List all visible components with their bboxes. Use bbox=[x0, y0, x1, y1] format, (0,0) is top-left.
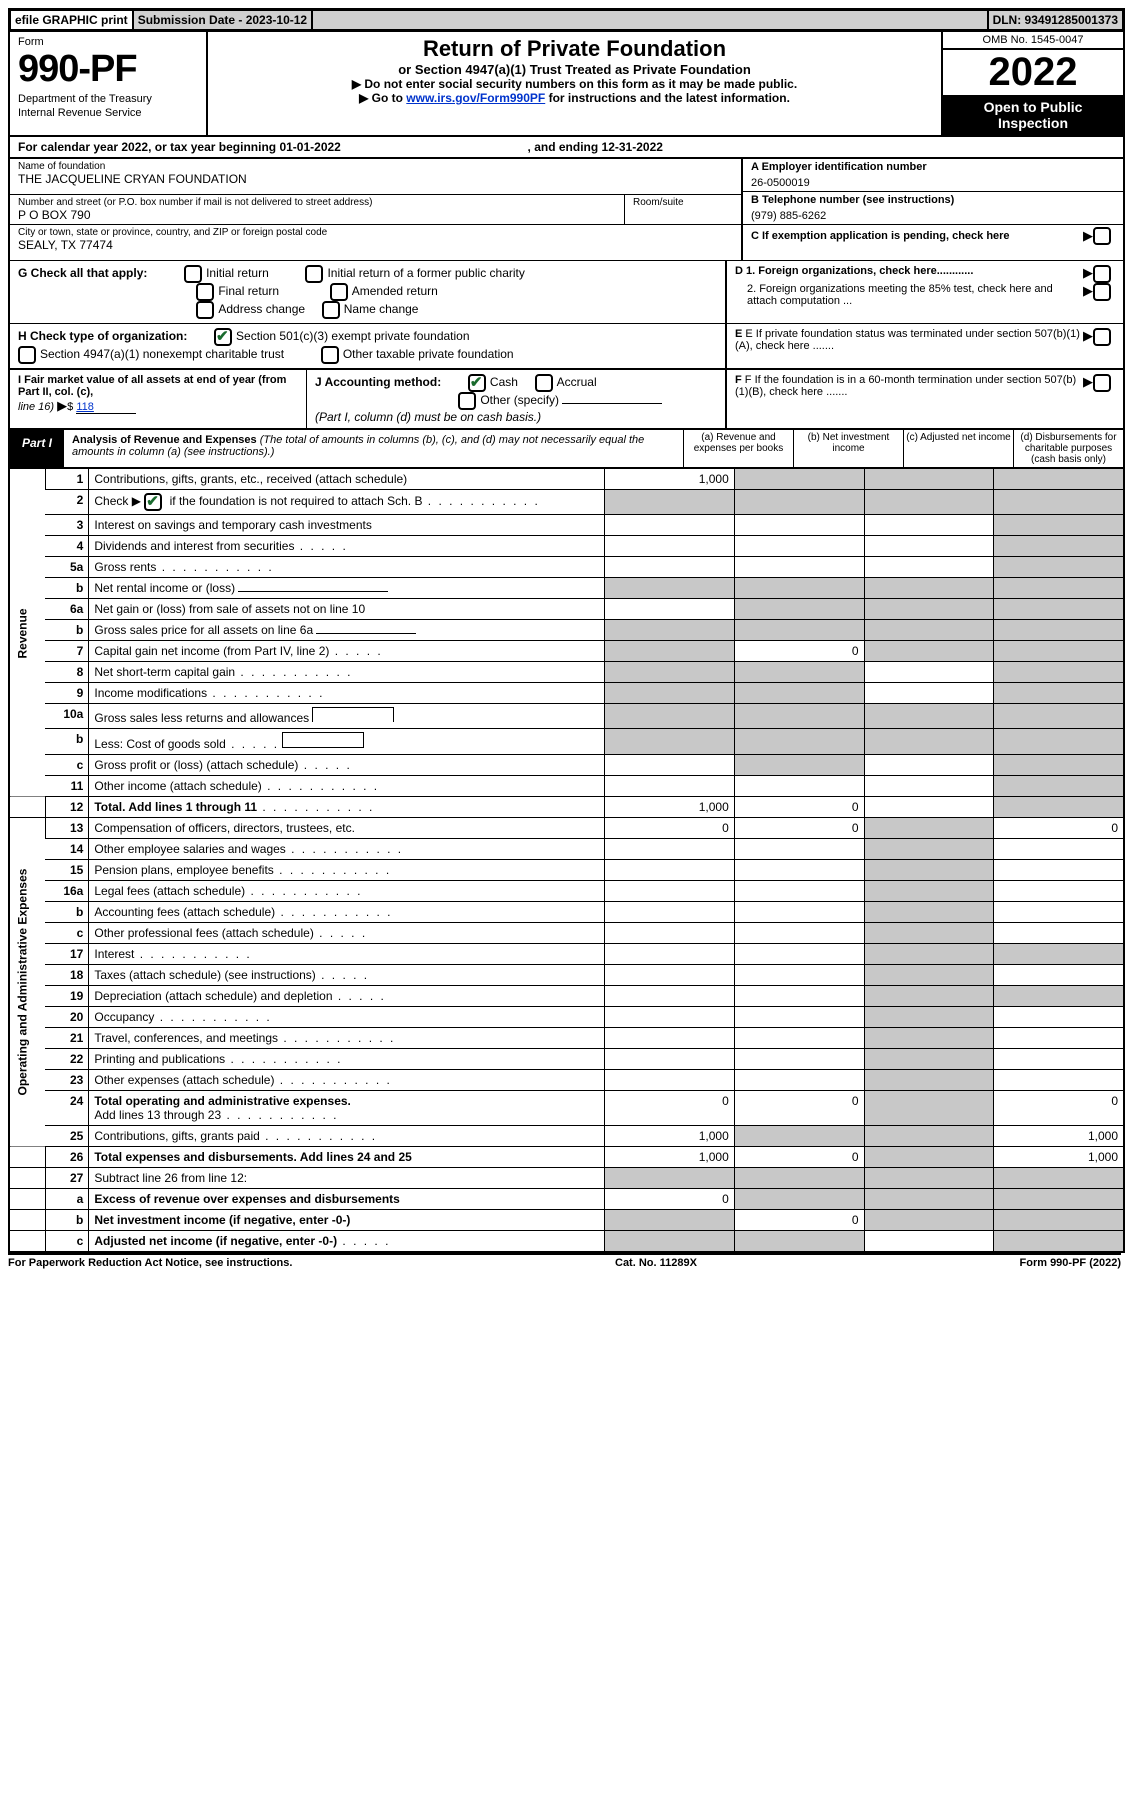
foundation-name: THE JACQUELINE CRYAN FOUNDATION bbox=[18, 172, 733, 186]
note-link-post: for instructions and the latest informat… bbox=[545, 91, 790, 105]
form-container: efile GRAPHIC print Submission Date - 20… bbox=[8, 8, 1125, 1253]
submission-date: Submission Date - 2023-10-12 bbox=[133, 10, 312, 30]
inspection-badge: Open to Public Inspection bbox=[943, 95, 1123, 135]
calendar-year-row: For calendar year 2022, or tax year begi… bbox=[10, 135, 1123, 157]
room-label: Room/suite bbox=[633, 197, 733, 208]
note-link: ▶ Go to www.irs.gov/Form990PF for instru… bbox=[216, 91, 933, 105]
ein-label: A Employer identification number bbox=[751, 161, 1115, 173]
section-i: I Fair market value of all assets at end… bbox=[10, 368, 1123, 428]
omb-number: OMB No. 1545-0047 bbox=[943, 32, 1123, 50]
city: SEALY, TX 77474 bbox=[18, 238, 733, 252]
footer-left: For Paperwork Reduction Act Notice, see … bbox=[8, 1257, 292, 1269]
section-g: G Check all that apply: Initial return I… bbox=[10, 260, 1123, 323]
col-b: (b) Net investment income bbox=[793, 430, 903, 467]
col-d: (d) Disbursements for charitable purpose… bbox=[1013, 430, 1123, 467]
form-title: Return of Private Foundation bbox=[216, 36, 933, 62]
c-checkbox[interactable] bbox=[1093, 227, 1111, 245]
g-label: G Check all that apply: bbox=[18, 266, 147, 280]
cb-e[interactable] bbox=[1093, 328, 1111, 346]
j-label: J Accounting method: bbox=[315, 375, 441, 389]
e-label: E If private foundation status was termi… bbox=[735, 328, 1080, 352]
section-h: H Check type of organization: Section 50… bbox=[10, 323, 1123, 368]
topbar: efile GRAPHIC print Submission Date - 20… bbox=[10, 10, 1123, 30]
header-center: Return of Private Foundation or Section … bbox=[208, 32, 943, 135]
form-subtitle: or Section 4947(a)(1) Trust Treated as P… bbox=[216, 62, 933, 77]
d1-label: D 1. Foreign organizations, check here..… bbox=[735, 265, 973, 277]
part1-title: Analysis of Revenue and Expenses bbox=[72, 434, 257, 446]
j-note: (Part I, column (d) must be on cash basi… bbox=[315, 410, 541, 424]
form-label: Form bbox=[18, 36, 198, 48]
dept-irs: Internal Revenue Service bbox=[18, 107, 198, 119]
cb-initial[interactable] bbox=[184, 265, 202, 283]
cb-other-acct[interactable] bbox=[458, 392, 476, 410]
addr-label: Number and street (or P.O. box number if… bbox=[18, 197, 616, 208]
note-ssn: ▶ Do not enter social security numbers o… bbox=[216, 77, 933, 91]
cb-name[interactable] bbox=[322, 301, 340, 319]
cb-d2[interactable] bbox=[1093, 283, 1111, 301]
addr: P O BOX 790 bbox=[18, 208, 616, 222]
opex-sidelabel: Operating and Administrative Expenses bbox=[10, 818, 45, 1147]
cb-amended[interactable] bbox=[330, 283, 348, 301]
header: Form 990-PF Department of the Treasury I… bbox=[10, 30, 1123, 135]
h-label: H Check type of organization: bbox=[18, 329, 187, 343]
cb-accrual[interactable] bbox=[535, 374, 553, 392]
i-label: I Fair market value of all assets at end… bbox=[18, 374, 286, 398]
cb-501c3[interactable] bbox=[214, 328, 232, 346]
cb-final[interactable] bbox=[196, 283, 214, 301]
cb-schb[interactable] bbox=[144, 493, 162, 511]
irs-link[interactable]: www.irs.gov/Form990PF bbox=[406, 91, 545, 105]
cb-d1[interactable] bbox=[1093, 265, 1111, 283]
c-label: C If exemption application is pending, c… bbox=[751, 230, 1083, 242]
arrow-icon: ▶ bbox=[1083, 228, 1093, 244]
dln: DLN: 93491285001373 bbox=[988, 10, 1123, 30]
opex-table: Operating and Administrative Expenses 13… bbox=[10, 818, 1123, 1251]
phone: (979) 885-6262 bbox=[751, 210, 1115, 222]
dept-treasury: Department of the Treasury bbox=[18, 93, 198, 105]
form-number: 990-PF bbox=[18, 48, 198, 91]
cb-other-tax[interactable] bbox=[321, 346, 339, 364]
f-label: F If the foundation is in a 60-month ter… bbox=[735, 374, 1076, 398]
tax-year: 2022 bbox=[943, 50, 1123, 95]
part1-header: Part I Analysis of Revenue and Expenses … bbox=[10, 428, 1123, 469]
footer-right: Form 990-PF (2022) bbox=[1020, 1257, 1122, 1269]
cb-4947[interactable] bbox=[18, 346, 36, 364]
header-left: Form 990-PF Department of the Treasury I… bbox=[10, 32, 208, 135]
cb-f[interactable] bbox=[1093, 374, 1111, 392]
i-value[interactable]: 118 bbox=[76, 401, 136, 414]
info-grid: Name of foundation THE JACQUELINE CRYAN … bbox=[10, 157, 1123, 260]
part1-label: Part I bbox=[10, 430, 64, 467]
city-label: City or town, state or province, country… bbox=[18, 227, 733, 238]
revenue-table: Revenue 1Contributions, gifts, grants, e… bbox=[10, 469, 1123, 818]
efile-badge: efile GRAPHIC print bbox=[10, 10, 133, 30]
topbar-spacer bbox=[312, 10, 987, 30]
header-right: OMB No. 1545-0047 2022 Open to Public In… bbox=[943, 32, 1123, 135]
footer: For Paperwork Reduction Act Notice, see … bbox=[8, 1253, 1121, 1269]
d2-label: 2. Foreign organizations meeting the 85%… bbox=[735, 283, 1083, 307]
ein: 26-0500019 bbox=[751, 177, 1115, 189]
col-a: (a) Revenue and expenses per books bbox=[683, 430, 793, 467]
revenue-sidelabel: Revenue bbox=[10, 469, 45, 797]
phone-label: B Telephone number (see instructions) bbox=[751, 194, 1115, 206]
cb-initial-former[interactable] bbox=[305, 265, 323, 283]
col-c: (c) Adjusted net income bbox=[903, 430, 1013, 467]
footer-mid: Cat. No. 11289X bbox=[615, 1257, 697, 1269]
cb-address[interactable] bbox=[196, 301, 214, 319]
cb-cash[interactable] bbox=[468, 374, 486, 392]
foundation-name-label: Name of foundation bbox=[18, 161, 733, 172]
note-link-pre: ▶ Go to bbox=[359, 91, 406, 105]
